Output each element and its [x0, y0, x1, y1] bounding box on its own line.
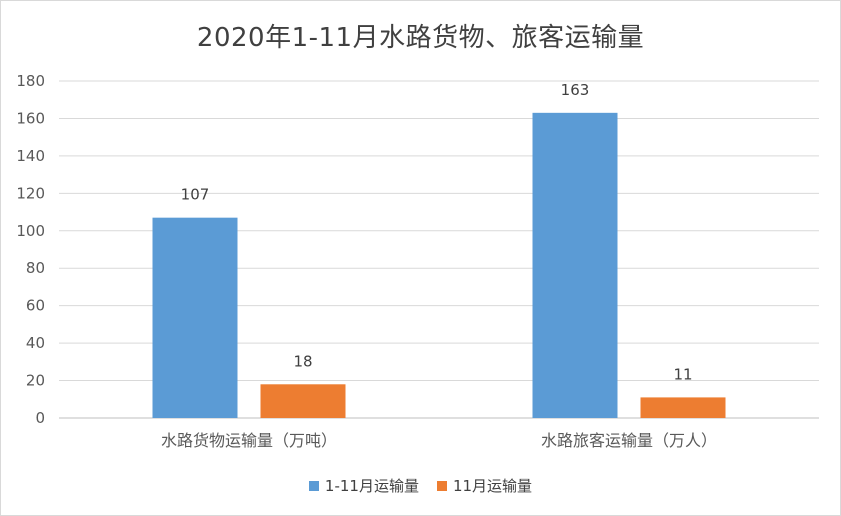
legend-item-series-2: 11月运输量: [436, 475, 533, 496]
chart-legend: 1-11月运输量 11月运输量: [1, 475, 840, 496]
data-label: 163: [561, 81, 590, 99]
bar-2-2: [640, 397, 726, 418]
legend-label-series-1: 1-11月运输量: [324, 477, 419, 495]
chart-title: 2020年1-11月水路货物、旅客运输量: [196, 23, 645, 53]
y-tick-label: 180: [16, 72, 45, 90]
legend-label-series-2: 11月运输量: [452, 477, 533, 495]
y-tick-label: 40: [26, 334, 45, 352]
y-tick-label: 100: [16, 222, 45, 240]
y-tick-label: 80: [26, 259, 45, 277]
y-tick-label: 20: [26, 372, 45, 390]
bar-chart-plot: 0 20 40 60 80 100 120 140 160 180 107 18 水路货物运输量（万吨）…: [16, 72, 819, 450]
bar-2-1: [260, 384, 346, 418]
x-category-label: 水路旅客运输量（万人）: [541, 431, 717, 450]
legend-swatch-series-1: [308, 480, 319, 491]
x-category-label: 水路货物运输量（万吨）: [161, 431, 337, 450]
y-tick-label: 160: [16, 109, 45, 127]
bar-1-2: [532, 112, 618, 419]
data-label: 107: [181, 186, 210, 204]
y-tick-label: 60: [26, 297, 45, 315]
legend-swatch-series-2: [436, 480, 447, 491]
y-tick-label: 140: [16, 147, 45, 165]
data-label: 18: [293, 352, 312, 370]
legend-item-series-1: 1-11月运输量: [308, 475, 419, 496]
y-tick-label: 0: [35, 409, 45, 427]
data-label: 11: [673, 365, 692, 383]
y-tick-label: 120: [16, 184, 45, 202]
bar-1-1: [152, 217, 238, 418]
